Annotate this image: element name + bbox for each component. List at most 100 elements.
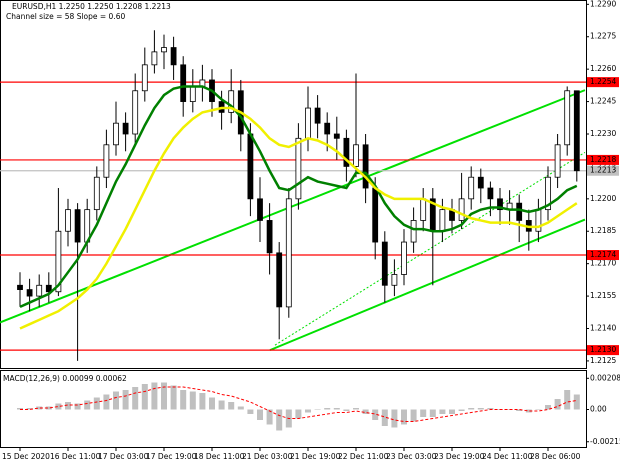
candle-body — [266, 220, 273, 254]
macd-bar — [525, 409, 532, 413]
macd-bar — [45, 406, 52, 410]
x-tick-label: 16 Dec 11:00 — [50, 452, 101, 461]
macd-bar — [516, 409, 523, 411]
macd-bar — [84, 400, 91, 410]
y-tick-label: 1.2290 — [590, 0, 616, 8]
level-label-box — [587, 77, 619, 88]
macd-bar — [420, 409, 427, 417]
y-tick-label: 1.2125 — [590, 356, 616, 365]
x-tick-label: 28 Dec 06:00 — [530, 452, 581, 461]
x-tick-label: 23 Dec 19:00 — [434, 452, 485, 461]
y-tick-label: 1.2170 — [590, 259, 616, 268]
macd-bar — [343, 409, 350, 411]
y-tick-label: 0.00 — [590, 405, 607, 414]
level-label: 1.2130 — [590, 345, 616, 354]
macd-bar — [353, 408, 359, 410]
level-label-box — [587, 345, 619, 356]
macd-bar — [247, 409, 254, 414]
macd-bar — [257, 409, 263, 420]
candle-body — [45, 284, 52, 293]
chart-title: EURUSD,H1 1.2250 1.2250 1.2208 1.2213 — [12, 2, 171, 11]
macd-bar — [314, 409, 321, 410]
macd-bar — [458, 409, 465, 411]
x-tick-label: 15 Dec 2020 — [2, 452, 50, 461]
macd-bar — [228, 402, 235, 410]
candle-body — [228, 90, 235, 113]
x-tick-label: 17 Dec 03:00 — [98, 452, 149, 461]
candle-body — [564, 90, 571, 146]
macd-bar — [564, 390, 571, 410]
chart-subtitle: Channel size = 58 Slope = 0.60 — [6, 12, 125, 21]
trend-line — [274, 151, 586, 346]
y-tick-label: 1.2245 — [590, 97, 616, 106]
moving-average — [19, 106, 578, 330]
candle-body — [93, 176, 100, 211]
candle-body — [26, 289, 33, 297]
macd-bar — [189, 391, 196, 410]
candle-body — [151, 51, 158, 66]
macd-bar — [391, 409, 398, 428]
macd-bar — [305, 409, 311, 413]
macd-bar — [573, 394, 580, 410]
candle-body — [343, 137, 350, 167]
level-label: 1.2174 — [590, 250, 616, 259]
x-tick-label: 22 Dec 11:00 — [338, 452, 389, 461]
macd-bar — [132, 387, 139, 410]
candle-body — [324, 122, 331, 135]
candle-body — [381, 241, 388, 286]
macd-bar — [372, 409, 379, 420]
candle-body — [36, 284, 43, 297]
candle-body — [573, 90, 580, 172]
candle-body — [65, 209, 71, 232]
x-tick-label: 21 Dec 19:00 — [290, 452, 341, 461]
x-tick-label: 21 Dec 03:00 — [242, 452, 293, 461]
macd-bar — [362, 409, 369, 414]
macd-bar — [93, 397, 100, 410]
candle-body — [180, 64, 187, 102]
macd-bar — [151, 382, 158, 410]
level-label-box — [587, 250, 619, 261]
macd-bar — [199, 393, 206, 410]
macd-bar — [381, 409, 388, 426]
trend-line — [0, 89, 586, 324]
x-tick-label: 17 Dec 19:00 — [146, 452, 197, 461]
macd-bar — [237, 406, 244, 410]
y-tick-label: -0.00215 — [590, 437, 620, 446]
y-tick-label: 1.2200 — [590, 194, 616, 203]
macd-bar — [55, 403, 62, 410]
candle-body — [410, 220, 417, 243]
candle-body — [468, 176, 475, 200]
candle-body — [285, 198, 292, 308]
candle-body — [420, 198, 427, 221]
candle-body — [276, 252, 283, 308]
x-tick-label: 18 Dec 11:00 — [194, 452, 245, 461]
level-label: 1.2254 — [590, 77, 616, 86]
y-tick-label: 1.2275 — [590, 32, 616, 41]
macd-bar — [209, 397, 215, 410]
candle-body — [141, 64, 148, 92]
x-tick-label: 24 Dec 11:00 — [482, 452, 533, 461]
candle-body — [74, 209, 81, 243]
macd-bar — [401, 409, 407, 425]
y-tick-label: 1.2260 — [590, 64, 616, 73]
macd-bar — [410, 409, 417, 422]
macd-bar — [180, 390, 187, 410]
candle-body — [17, 284, 23, 291]
macd-bar — [218, 400, 225, 410]
candle-body — [516, 202, 523, 221]
y-tick-label: 1.2155 — [590, 291, 616, 300]
candle-body — [55, 230, 62, 293]
candle-body — [170, 47, 177, 66]
moving-average — [19, 85, 578, 309]
macd-bar — [333, 408, 340, 410]
candle-body — [257, 198, 263, 221]
macd-bar — [429, 409, 436, 417]
macd-bar — [36, 406, 43, 410]
candle-body — [122, 122, 129, 135]
y-tick-label: 1.2230 — [590, 129, 616, 138]
candle-body — [305, 107, 311, 139]
macd-bar — [295, 409, 302, 419]
macd-bar — [122, 390, 129, 410]
candle-body — [545, 176, 551, 211]
macd-bar — [439, 409, 446, 414]
